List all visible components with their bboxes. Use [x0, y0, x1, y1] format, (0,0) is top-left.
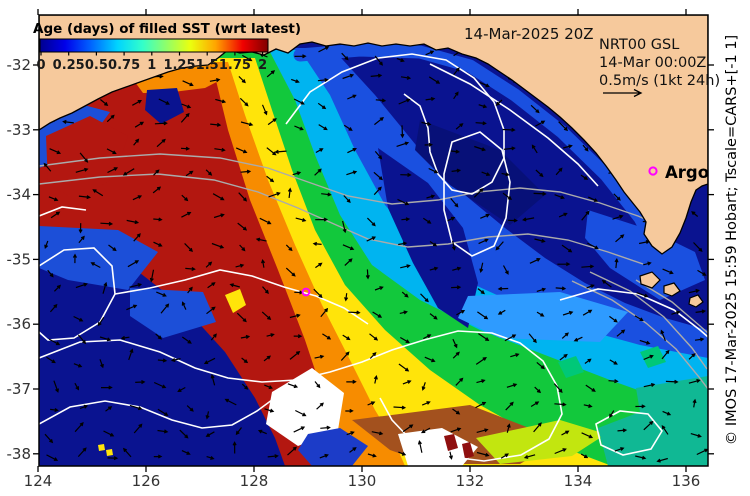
plot-area: [39, 15, 708, 466]
patch-medblue-left-a: [39, 226, 158, 290]
datetime-label: 14-Mar-2025 20Z: [464, 25, 594, 43]
white-contours: [39, 53, 708, 462]
island: [639, 271, 661, 289]
vector-scale-label: 0.5m/s (1kt 24h): [599, 73, 720, 89]
x-tick-label: 124: [24, 472, 53, 490]
colorbar-tick-label: 0.75: [108, 58, 140, 73]
y-tick-label: -38: [7, 445, 32, 463]
x-tick-label: 132: [456, 472, 485, 490]
patch-yellow-dot-a: [98, 444, 105, 451]
island: [688, 294, 704, 308]
patch-red-west: [46, 116, 128, 200]
y-tick-label: -33: [7, 121, 32, 139]
patch-yellow-spot: [225, 289, 246, 313]
argo-float-marker: [301, 287, 311, 297]
y-tick-label: -32: [7, 56, 32, 74]
gray-contours: [39, 153, 708, 390]
x-tick-label: 130: [348, 472, 377, 490]
argo-legend-label: Argo: [665, 163, 709, 182]
patch-yellow-dot-b: [106, 449, 113, 456]
colorbar: 0 0.25 0.5 0.75 1 1.25 1.5 1.75 2: [36, 38, 269, 73]
zone-navy-southwest: [39, 232, 285, 466]
patch-medblue-right: [585, 210, 705, 300]
sea-age-patches: [39, 64, 708, 466]
colorbar-tick-label: 0.25: [53, 58, 85, 73]
current-vectors: [43, 46, 708, 463]
colorbar-tick-label: 1.25: [163, 58, 195, 73]
patch-white-nodata-a: [266, 368, 344, 446]
y-tick-label: -36: [7, 315, 32, 333]
colorbar-gradient: [39, 38, 269, 53]
y-tick-label: -35: [7, 250, 32, 268]
patch-teal-spot-a: [558, 356, 584, 378]
plot-frame: [38, 14, 709, 467]
colorbar-tick-label: 2: [258, 58, 267, 73]
colorbar-tick-label: 0.5: [85, 58, 108, 73]
colorbar-tick-label: 0: [36, 58, 45, 73]
x-tick-label: 134: [564, 472, 593, 490]
reference-arrow-icon: [603, 88, 643, 98]
analysis-time-label: 14-Mar 00:00Z: [599, 55, 706, 71]
patch-lightblue-mid: [458, 292, 628, 342]
patch-white-nodata-b: [398, 428, 478, 466]
colorbar-tick-label: 1.5: [196, 58, 219, 73]
y-axis: -32 -33 -34 -35 -36 -37 -38: [7, 56, 714, 463]
patch-medblue-left-b: [130, 288, 216, 338]
argo-legend-marker-icon: [648, 166, 658, 176]
x-tick-label: 136: [672, 472, 701, 490]
x-tick-label: 128: [240, 472, 269, 490]
patch-lime-bottom: [476, 420, 606, 464]
patch-teal-spot-b: [640, 346, 666, 368]
credit-text: © IMOS 17-Mar-2025 15:59 Hobart; Tscale=…: [724, 35, 740, 445]
patch-darkred-spot-a: [444, 434, 458, 451]
colorbar-tick-label: 1: [147, 58, 156, 73]
x-axis: 124 126 128 130 132 134 136: [24, 9, 701, 490]
patch-navy-dark-ne: [415, 120, 545, 225]
y-tick-label: -34: [7, 186, 32, 204]
model-label: NRT00 GSL: [599, 37, 679, 53]
colorbar-title: Age (days) of filled SST (wrt latest): [33, 21, 301, 37]
patch-darkred-spot-b: [462, 442, 474, 459]
patch-navy-tongue: [378, 148, 478, 328]
colorbar-tick-label: 1.75: [219, 58, 251, 73]
patch-orange-coastal: [135, 64, 230, 93]
land-mass: [39, 15, 708, 255]
y-tick-label: -37: [7, 380, 32, 398]
island: [663, 282, 681, 297]
coastal-blue-band: [293, 43, 663, 255]
patch-navy-top-blob: [145, 88, 184, 124]
patch-blue-bottom: [298, 428, 368, 466]
x-tick-label: 126: [132, 472, 161, 490]
